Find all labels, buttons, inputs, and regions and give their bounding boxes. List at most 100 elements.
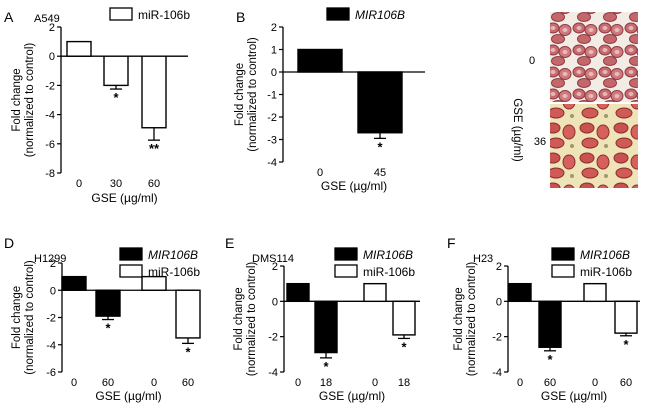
panel-d-ytick-label: 0 — [50, 285, 56, 297]
panel-b-ylabel-line2: (normalized to control) — [247, 37, 259, 152]
legend-swatch-f-0 — [551, 247, 575, 261]
panel-f-ytick-label: -4 — [492, 367, 502, 379]
panel-a-ylabel-line2: (normalized to control) — [24, 43, 36, 158]
panel-b-ytick-label: 2 — [271, 22, 277, 34]
panel-e-xtick-label: 18 — [320, 377, 332, 389]
bar-e-mir-106b-18 — [392, 300, 416, 336]
significance-a-30: * — [113, 90, 119, 105]
panel-f-xlabel: GSE (µg/ml) — [541, 389, 607, 403]
bar-e-mir106b-18 — [314, 300, 338, 354]
panel-d-xtick-label: 0 — [71, 377, 77, 389]
panel-d-ytick-label: -4 — [46, 340, 56, 352]
panel-e-xtick-label: 0 — [372, 377, 378, 389]
panel-e-xtick-label: 18 — [398, 377, 410, 389]
panel-f-xtick-label: 0 — [517, 377, 523, 389]
panel-c-ylabel: GSE (µg/ml) — [511, 98, 523, 162]
panel-e-ylabel-line1: Fold change — [233, 287, 245, 350]
panel-e-cell-line: DMS114 — [252, 253, 294, 265]
panel-d-ytick-label: -6 — [46, 367, 56, 379]
panel-a-ytick-label: -2 — [45, 80, 55, 92]
bar-f-mir-106b-60 — [614, 300, 638, 334]
significance-e-18: * — [323, 359, 329, 374]
panel-a-ytick-label: 2 — [49, 22, 55, 34]
panel-b-ytick-label: -1 — [267, 90, 277, 102]
panel-d-xtick-label: 0 — [151, 377, 157, 389]
panel-e-ytick-label: -2 — [268, 332, 278, 344]
panel-a-ytick-label: 0 — [49, 51, 55, 63]
panel-letter-e: E — [225, 235, 234, 251]
panel-a-ylabel-line1: Fold change — [11, 68, 23, 131]
legend-swatch-e-1 — [334, 264, 358, 278]
panel-d-cell-line: H1299 — [34, 253, 66, 265]
bar-a-mir-106b-60 — [141, 55, 167, 129]
panel-b-ytick-label: 0 — [271, 67, 277, 79]
bar-f-mir106b-0 — [508, 282, 532, 303]
panel-a-ytick-label: -8 — [45, 168, 55, 180]
bar-e-mir-106b-0 — [363, 282, 387, 303]
panel-e-xlabel: GSE (µg/ml) — [319, 389, 385, 403]
significance-f-60: * — [547, 352, 553, 367]
panel-f-xtick-label: 60 — [544, 377, 556, 389]
significance-e-18: * — [401, 339, 407, 354]
panel-f-ylabel-line1: Fold change — [453, 287, 465, 350]
legend-label-d-0: MIR106B — [148, 248, 198, 262]
panel-f-ylabel-line2: (normalized to control) — [466, 262, 478, 377]
panel-a-ytick-label: -6 — [45, 139, 55, 151]
panel-a-ytick-label: -4 — [45, 110, 55, 122]
panel-d-xtick-label: 60 — [102, 377, 114, 389]
legend-label-b-0: MIR106B — [355, 8, 405, 22]
panel-b-xtick-label: 45 — [374, 167, 386, 179]
significance-f-60: * — [623, 337, 629, 352]
legend-swatch-a-0 — [109, 7, 133, 21]
panel-f-xtick-label: 0 — [592, 377, 598, 389]
panel-e-ytick-label: 2 — [272, 261, 278, 273]
bar-d-mir106b-60 — [95, 289, 121, 317]
bar-f-mir106b-60 — [538, 300, 562, 348]
bar-e-mir106b-0 — [286, 282, 310, 303]
bar-b-mir106b-0 — [297, 48, 343, 73]
bar-d-mir-106b-60 — [175, 289, 201, 339]
panel-b-xtick-label: 0 — [317, 167, 323, 179]
panel-f-cell-line: H23 — [473, 253, 493, 265]
panel-e-ytick-label: 0 — [272, 296, 278, 308]
micrograph-gse-36 — [550, 104, 638, 188]
significance-d-60: * — [105, 321, 111, 336]
significance-b-45: * — [377, 139, 383, 154]
panel-f-ytick-label: -2 — [492, 332, 502, 344]
legend-swatch-d-1 — [119, 264, 143, 278]
panel-b-xlabel: GSE (µg/ml) — [321, 179, 387, 193]
panel-e-xtick-label: 0 — [295, 377, 301, 389]
legend-label-d-1: miR-106b — [148, 265, 200, 279]
panel-e-ylabel-line2: (normalized to control) — [246, 262, 258, 377]
panel-b-ytick-label: -4 — [267, 157, 277, 169]
legend-swatch-b-0 — [326, 7, 350, 21]
panel-a-cell-line: A549 — [34, 13, 60, 25]
panel-b-ytick-label: 1 — [271, 45, 277, 57]
panel-a-xtick-label: 60 — [148, 178, 160, 190]
bar-d-mir-106b-0 — [141, 275, 167, 291]
bar-a-mir-106b-0 — [66, 40, 92, 57]
legend-label-a-0: miR-106b — [138, 8, 190, 22]
legend-label-f-0: MIR106B — [580, 248, 630, 262]
bar-f-mir-106b-0 — [583, 282, 607, 303]
panel-letter-b: B — [236, 9, 245, 25]
panel-f-xtick-label: 60 — [620, 377, 632, 389]
panel-c-label-0: 0 — [529, 55, 535, 67]
legend-label-e-0: MIR106B — [363, 248, 413, 262]
micrograph-gse-0 — [550, 12, 638, 102]
panel-d-ylabel-line2: (normalized to control) — [24, 260, 36, 375]
legend-swatch-f-1 — [551, 264, 575, 278]
panel-d-ylabel-line1: Fold change — [11, 286, 23, 349]
panel-e-ytick-label: -4 — [268, 367, 278, 379]
panel-a-xtick-label: 0 — [76, 178, 82, 190]
panel-d-xlabel: GSE (µg/ml) — [95, 389, 161, 403]
significance-d-60: * — [185, 344, 191, 359]
panel-b-ylabel-line1: Fold change — [234, 63, 246, 126]
panel-c-label-36: 36 — [534, 136, 546, 148]
